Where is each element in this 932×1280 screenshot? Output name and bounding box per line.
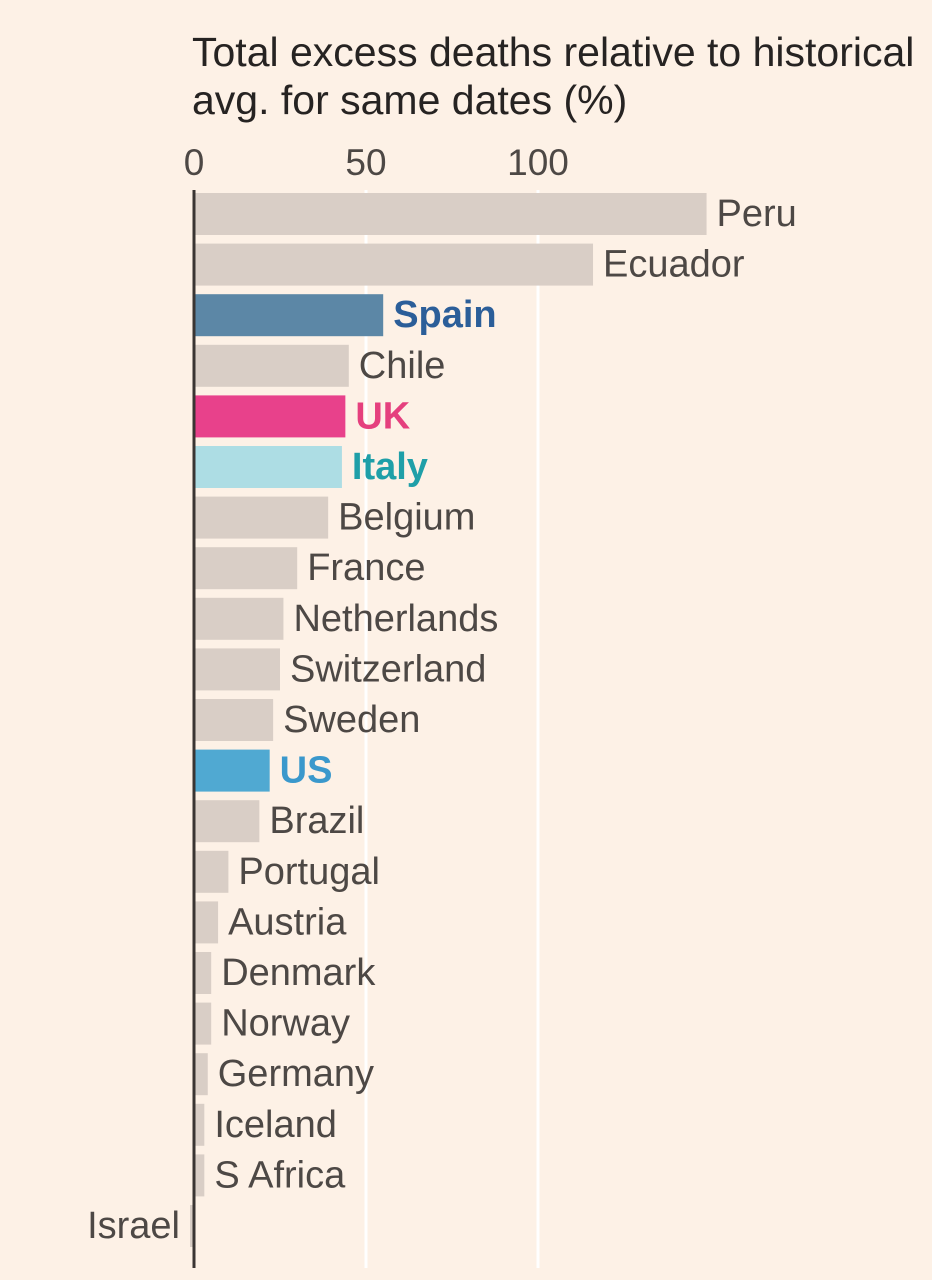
bar-s-africa (194, 1154, 205, 1197)
bar-label-s-africa: S Africa (214, 1154, 346, 1196)
bar-label-israel: Israel (87, 1205, 180, 1247)
bar-label-brazil: Brazil (269, 800, 364, 842)
bar-label-germany: Germany (218, 1053, 374, 1095)
bar-norway (194, 1002, 212, 1045)
bar-label-chile: Chile (359, 345, 446, 387)
bar-germany (194, 1053, 208, 1096)
bar-label-iceland: Iceland (214, 1104, 337, 1146)
bar-label-uk: UK (355, 395, 410, 437)
bar-chile (194, 344, 349, 387)
gridlines (364, 190, 540, 1268)
bar-label-norway: Norway (221, 1003, 350, 1045)
bar-spain (194, 294, 384, 337)
bar-sweden (194, 699, 274, 741)
bar-uk (194, 395, 346, 438)
bar-label-sweden: Sweden (283, 699, 420, 741)
x-tick-label-0: 0 (184, 142, 205, 183)
bar-label-us: US (280, 750, 333, 792)
bar-us (194, 749, 270, 792)
bar-israel (190, 1205, 194, 1247)
bar-label-ecuador: Ecuador (603, 244, 745, 286)
chart-title: Total excess deaths relative to historic… (192, 29, 915, 123)
bar-label-belgium: Belgium (338, 497, 475, 539)
bar-france (194, 547, 298, 590)
bar-ecuador (194, 243, 594, 286)
bar-label-portugal: Portugal (238, 851, 380, 893)
bar-label-netherlands: Netherlands (293, 598, 498, 640)
bars (190, 193, 707, 1247)
x-tick-label-50: 50 (345, 142, 386, 183)
bar-label-denmark: Denmark (221, 952, 376, 994)
bar-denmark (194, 952, 212, 994)
bar-label-italy: Italy (352, 446, 428, 488)
bar-netherlands (194, 597, 284, 640)
bar-belgium (194, 496, 329, 539)
bar-italy (194, 446, 342, 488)
bar-label-france: France (307, 547, 425, 589)
x-tick-labels: 0 50 100 (184, 142, 569, 183)
bar-labels: Peru Ecuador Spain Chile UK Italy Belgium Franc… (87, 193, 797, 1247)
bar-label-switzerland: Switzerland (290, 648, 486, 690)
bar-label-peru: Peru (717, 193, 797, 235)
bar-peru (194, 193, 707, 235)
x-tick-label-100: 100 (507, 142, 569, 183)
bar-label-spain: Spain (393, 294, 496, 336)
bar-portugal (194, 850, 229, 893)
bar-label-austria: Austria (228, 901, 347, 943)
bar-iceland (194, 1103, 205, 1146)
bar-switzerland (194, 648, 280, 691)
bar-brazil (194, 800, 260, 843)
bar-austria (194, 901, 219, 944)
